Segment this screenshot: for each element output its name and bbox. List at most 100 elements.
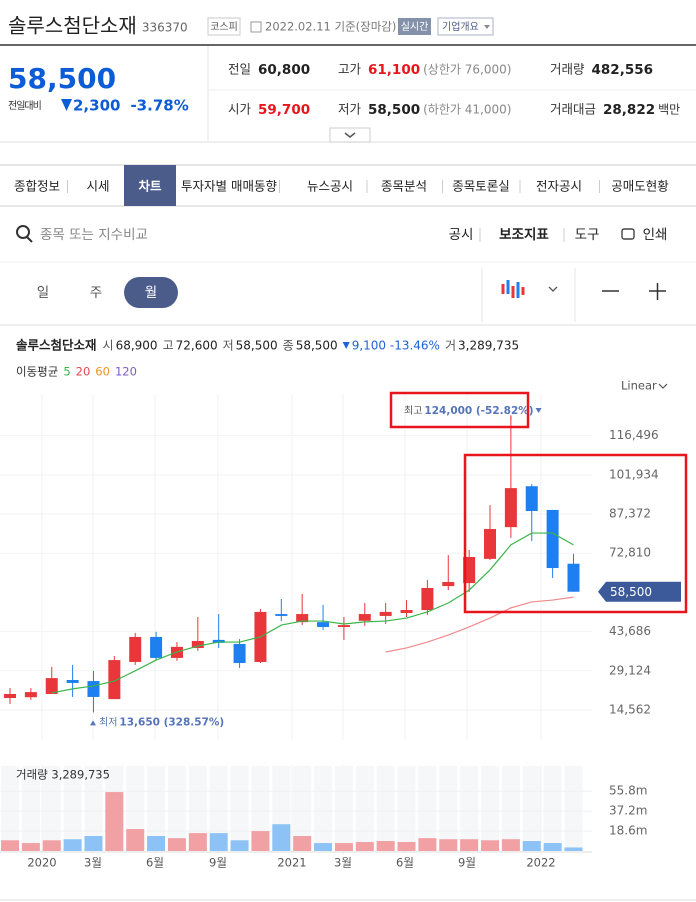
highlight-box [389,391,530,429]
candle-body [66,679,79,683]
collapse-button[interactable] [329,127,371,143]
low-text: 13,650 (328.57%) [119,716,224,728]
down-arrow [61,99,72,111]
tab[interactable]: 종합정보 [14,179,60,194]
volume-bar [481,840,500,851]
volume-column [564,766,583,851]
realtime-badge[interactable] [398,18,431,35]
y-tick-label: 72,810 [609,546,651,560]
stat-label: 고가 [338,62,362,77]
candle-body [504,488,517,528]
tab[interactable]: 시세 [86,179,109,194]
last-price-tag [598,581,681,602]
search-icon-handle [26,236,33,243]
change: 2,300 [73,97,120,115]
ma-period: 120 [115,365,137,379]
tab[interactable]: 투자자별 매매동향 [181,179,277,194]
chevron [344,132,356,138]
volume-column [293,766,312,851]
volume-bar [418,838,437,851]
tab[interactable]: 종목토론실 [452,179,510,194]
tab[interactable]: 종목분석 [381,179,427,194]
volume-bar [564,847,583,851]
volume-column [1,766,19,851]
chart-type-icon[interactable] [511,286,515,298]
chart-type-icon[interactable] [501,284,505,294]
volume-column [167,766,186,851]
market-badge [207,17,241,36]
volume-column [481,766,500,851]
ma-period: 5 [63,365,70,379]
volume-column [355,766,374,851]
volume-column [397,766,416,851]
tab[interactable]: 차트 [138,179,162,194]
volume-bar [209,833,228,851]
tab[interactable]: 뉴스공시 [307,179,353,194]
volume-bar [42,840,61,851]
candle-body [4,693,16,699]
volume-bar [460,839,479,851]
volume-bar [522,841,541,851]
volume-bar [397,842,416,851]
active-period [124,277,178,308]
search-placeholder[interactable]: 종목 또는 지수비교 [40,227,148,243]
high-label: 최고 [404,405,422,417]
candle-body [317,622,330,627]
y-tick-label: 101,934 [609,467,659,481]
tab[interactable]: 공매도현황 [611,179,669,194]
x-tick-label: 2021 [277,856,306,870]
market: 코스피 [210,21,238,33]
candle-body [296,614,309,623]
summary-value: 68,900 [116,339,158,353]
low-label: 최저 [99,716,117,728]
candle-body [379,611,392,616]
y-tick-label: 43,686 [609,624,651,638]
tool[interactable]: 도구 [575,227,600,243]
period[interactable]: 주 [90,285,102,301]
stat-value: 28,822 [603,102,655,118]
tool[interactable]: 보조지표 [499,227,549,243]
period[interactable]: 일 [37,285,49,301]
printer-icon [621,228,635,240]
scale-dropdown[interactable] [658,383,668,389]
tab[interactable]: 전자공시 [536,179,582,194]
summary-value: 58,500 [296,339,338,353]
volume-bar [188,833,207,851]
stat-note: (상한가 76,000) [423,63,511,77]
company-button[interactable] [437,17,494,36]
candle-body [129,636,142,662]
volume-bar [105,792,124,851]
chart-type-dropdown[interactable] [548,286,558,292]
y-tick-label: 87,372 [609,507,651,521]
summary-down-icon [342,342,350,349]
chart-type-icon[interactable] [516,282,520,298]
volume-column [230,766,249,851]
volume-column [522,766,541,851]
volume-bar [63,839,82,851]
chart-type-icon[interactable] [521,287,525,295]
highlight-box [463,453,688,614]
stat-value: 59,700 [258,102,310,118]
tool[interactable]: 공시 [449,227,474,243]
period[interactable]: 월 [145,285,157,301]
volume-column [314,766,333,851]
volume-column [334,766,353,851]
high-text: 124,000 (-52.82%) [424,405,533,417]
stat-label: 전일 [228,62,251,77]
active-tab [124,165,176,206]
summary-label: 종 [283,339,294,353]
company: 기업개요 [442,20,479,33]
x-tick-label: 3월 [84,856,102,870]
tool[interactable]: 인쇄 [643,227,668,243]
stat-unit: 백만 [658,103,680,117]
candle-body [212,639,225,643]
summary-label: 시 [103,339,114,353]
chart-type-icon[interactable] [506,280,510,294]
chart-title: 솔루스첨단소재 [16,338,97,353]
scale-mode[interactable]: Linear [621,379,657,393]
volume-bar [21,843,40,851]
candle-body [525,486,538,511]
x-tick-label: 3월 [334,856,352,870]
candle-body [191,640,204,648]
volume-bar [314,843,333,851]
